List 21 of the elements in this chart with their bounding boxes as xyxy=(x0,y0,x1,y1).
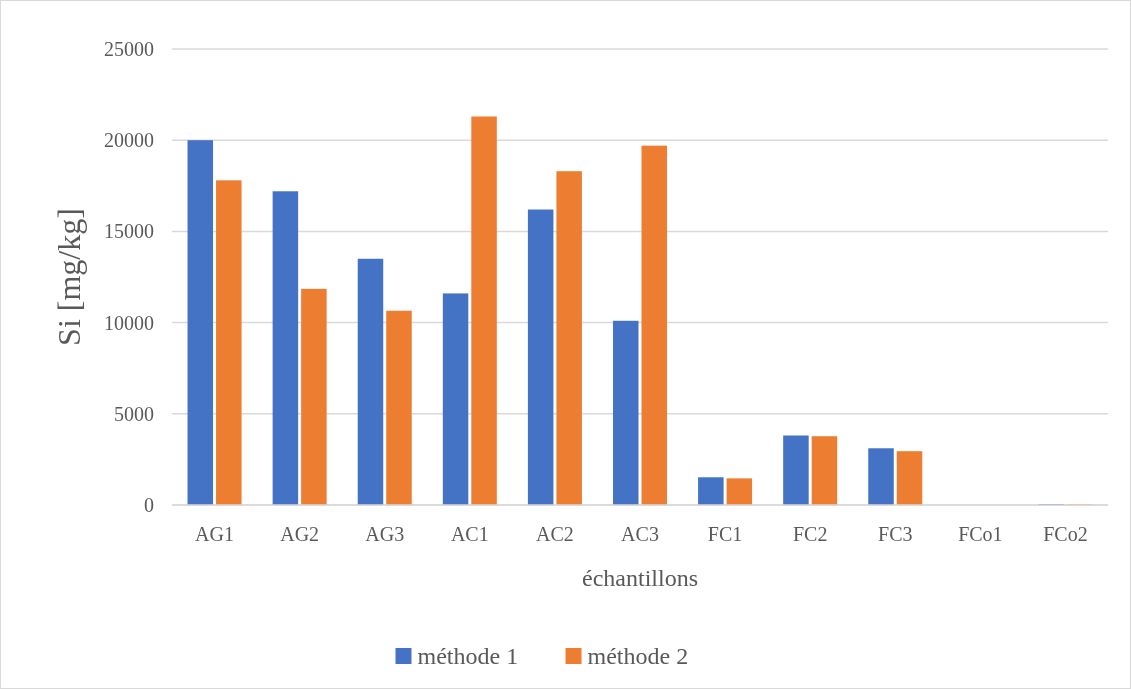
x-axis-title: échantillons xyxy=(582,565,698,591)
y-tick-label: 0 xyxy=(144,494,154,516)
x-tick-label: FCo1 xyxy=(958,523,1003,545)
x-tick-label: FC1 xyxy=(707,523,743,545)
legend-label: méthode 2 xyxy=(587,643,689,670)
y-tick-label: 25000 xyxy=(104,38,154,60)
y-tick-label: 15000 xyxy=(104,220,154,243)
x-tick-label: AG2 xyxy=(280,523,320,545)
x-tick-label: FC3 xyxy=(878,523,913,545)
y-tick-label: 20000 xyxy=(104,129,154,152)
x-tick-label: AC3 xyxy=(621,523,659,545)
x-tick-label: AG3 xyxy=(365,523,405,545)
x-tick-label: AC2 xyxy=(536,523,574,545)
x-tick-label: FC2 xyxy=(792,523,828,545)
x-tick-label: FCo2 xyxy=(1043,523,1088,545)
y-axis-title: Si [mg/kg] xyxy=(51,208,87,346)
x-tick-label: AG1 xyxy=(195,523,234,545)
legend-label: méthode 1 xyxy=(417,643,519,670)
y-tick-label: 10000 xyxy=(104,311,154,334)
y-tick-label: 5000 xyxy=(114,402,154,425)
x-tick-label: AC1 xyxy=(450,523,489,545)
